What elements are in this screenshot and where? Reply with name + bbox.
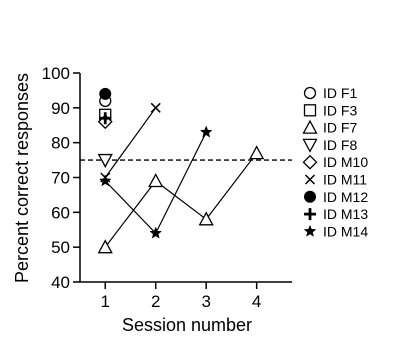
legend-marker	[304, 208, 316, 221]
axes: 40 50 60 70 80 90 100 1 2 3 4	[42, 64, 292, 311]
legend-label: ID F8	[323, 137, 357, 153]
legend-item: ID M12	[304, 189, 368, 205]
plot-area	[80, 87, 292, 254]
x-axis-title: Session number	[122, 315, 252, 335]
legend-marker	[302, 154, 318, 170]
series-7	[99, 112, 112, 125]
legend-marker	[303, 104, 317, 117]
series-line-2	[104, 152, 258, 248]
legend-label: ID F7	[323, 120, 357, 136]
data-point	[149, 226, 163, 239]
legend-label: ID M11	[323, 172, 367, 188]
data-point	[97, 239, 113, 254]
data-point	[148, 173, 164, 188]
legend-item: ID F3	[303, 102, 357, 118]
x-tick-label: 4	[252, 292, 261, 311]
y-tick-label: 90	[51, 99, 70, 118]
legend-item: ID M11	[304, 172, 367, 188]
x-tick-label: 3	[201, 292, 210, 311]
legend-item: ID M13	[304, 206, 368, 222]
legend-marker	[302, 119, 318, 134]
data-point	[199, 125, 213, 138]
legend-label: ID M13	[323, 206, 368, 222]
series-6	[99, 87, 112, 100]
y-tick-label: 50	[51, 238, 70, 257]
y-tick-label: 70	[51, 169, 70, 188]
legend-item: ID F1	[303, 85, 357, 101]
legend-item: ID F7	[302, 119, 357, 136]
x-tick-label: 2	[151, 292, 160, 311]
data-point	[150, 102, 161, 113]
data-point	[98, 174, 112, 187]
y-tick-label: 80	[51, 134, 70, 153]
legend-marker	[302, 138, 318, 153]
y-axis-title: Percent correct responses	[12, 73, 32, 283]
data-point	[99, 112, 112, 125]
y-tick-label: 40	[51, 273, 70, 292]
x-tick-label: 1	[101, 292, 110, 311]
legend-label: ID M12	[323, 189, 368, 205]
data-point	[99, 87, 112, 100]
series-8	[98, 125, 213, 239]
data-point	[249, 145, 265, 160]
data-point	[97, 153, 113, 168]
legend-label: ID F1	[323, 85, 357, 101]
legend-item: ID M14	[303, 223, 368, 239]
legend-item: ID F8	[302, 137, 357, 153]
legend-marker	[304, 190, 316, 203]
series-3	[97, 153, 113, 168]
data-point	[198, 211, 214, 226]
series-line-5	[104, 107, 157, 178]
legend-marker	[304, 174, 316, 185]
legend-label: ID F3	[323, 102, 357, 118]
y-tick-label: 100	[42, 64, 70, 83]
legend-label: ID M14	[323, 223, 368, 239]
series-2	[97, 145, 265, 254]
legend-label: ID M10	[323, 154, 368, 170]
y-tick-label: 60	[51, 203, 70, 222]
legend-marker	[303, 86, 317, 100]
legend-item: ID M10	[302, 154, 368, 170]
legend-marker	[303, 224, 317, 237]
